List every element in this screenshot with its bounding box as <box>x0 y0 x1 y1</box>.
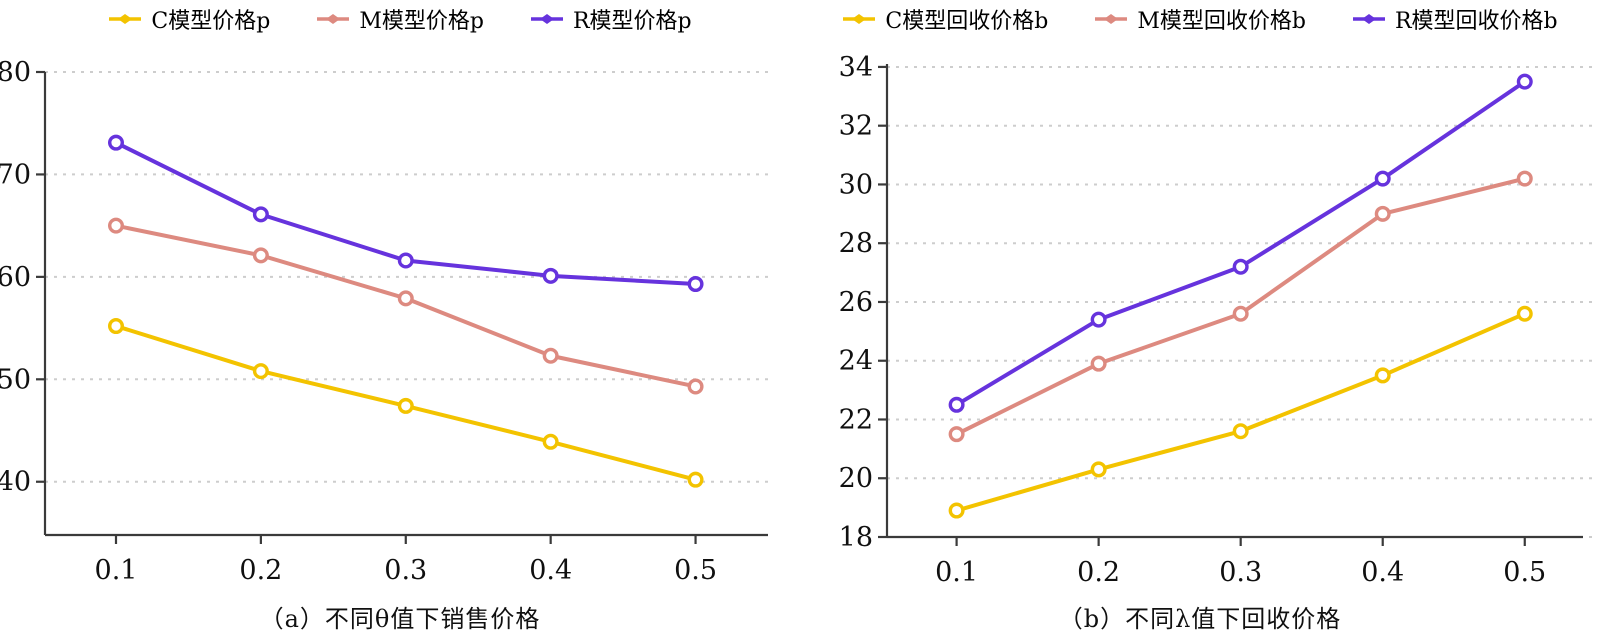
y-tick-label-chart-a: 70 <box>0 159 31 190</box>
y-tick-label-chart-a: 60 <box>0 262 31 293</box>
legend-chart-a: C模型价格p M模型价格p R模型价格p <box>0 3 800 35</box>
x-tick-label-chart-b: 0.1 <box>935 557 978 588</box>
data-point-M模型回收价格b <box>948 426 965 443</box>
legend-label: C模型价格p <box>151 9 271 34</box>
x-tick-label-chart-b: 0.4 <box>1361 557 1404 588</box>
legend-label: R模型回收价格b <box>1394 9 1558 34</box>
data-point-C模型回收价格b <box>1232 423 1249 440</box>
legend-label: R模型价格p <box>572 9 692 34</box>
legend-item: R模型价格p <box>530 3 692 35</box>
legend-item: C模型回收价格b <box>842 3 1048 35</box>
y-tick-label-chart-b: 32 <box>839 111 873 142</box>
data-point-C模型价格p <box>687 471 704 488</box>
legend-marker-icon <box>1095 14 1128 24</box>
data-point-C模型回收价格b <box>1516 305 1533 322</box>
legend-marker-icon <box>843 14 876 24</box>
legend-item: C模型价格p <box>108 3 270 35</box>
data-point-M模型价格p <box>252 247 269 264</box>
data-point-C模型价格p <box>107 318 124 335</box>
y-tick-label-chart-b: 34 <box>839 52 873 83</box>
data-point-C模型价格p <box>542 433 559 450</box>
data-point-C模型回收价格b <box>1090 461 1107 478</box>
caption-chart-b: （b）不同λ值下回收价格 <box>1058 605 1342 633</box>
y-tick-label-chart-a: 80 <box>0 57 31 88</box>
data-point-R模型价格p <box>397 252 414 269</box>
data-point-R模型回收价格b <box>1516 73 1533 90</box>
legend-item: R模型回收价格b <box>1352 3 1558 35</box>
series-line-C模型回收价格b <box>954 311 1527 513</box>
x-tick-label-chart-b: 0.5 <box>1503 557 1546 588</box>
y-tick-label-chart-b: 30 <box>839 169 873 200</box>
legend-item: M模型回收价格b <box>1094 3 1306 35</box>
y-tick-label-chart-a: 40 <box>0 467 31 498</box>
legend-marker-icon <box>1352 14 1385 24</box>
legend-chart-b: C模型回收价格b M模型回收价格b R模型回收价格b <box>800 3 1600 35</box>
x-tick-label-chart-a: 0.1 <box>95 555 138 586</box>
legend-marker-icon <box>530 14 563 24</box>
data-point-R模型价格p <box>252 206 269 223</box>
legend-marker-icon <box>109 14 142 24</box>
x-tick-label-chart-a: 0.4 <box>529 555 572 586</box>
data-point-R模型价格p <box>107 134 124 151</box>
x-tick-label-chart-b: 0.2 <box>1077 557 1120 588</box>
data-point-C模型回收价格b <box>948 502 965 519</box>
data-point-M模型价格p <box>107 217 124 234</box>
x-tick-label-chart-a: 0.2 <box>239 555 282 586</box>
y-tick-label-chart-b: 20 <box>839 463 873 494</box>
data-point-R模型回收价格b <box>1232 258 1249 275</box>
data-point-R模型回收价格b <box>948 396 965 413</box>
data-point-M模型价格p <box>397 290 414 307</box>
legend-marker-icon <box>317 14 350 24</box>
legend-label: C模型回收价格b <box>885 9 1049 34</box>
data-point-R模型价格p <box>687 276 704 293</box>
data-point-M模型回收价格b <box>1090 355 1107 372</box>
data-point-M模型价格p <box>687 378 704 395</box>
y-tick-label-chart-b: 22 <box>839 404 873 435</box>
data-point-R模型回收价格b <box>1090 311 1107 328</box>
data-point-M模型回收价格b <box>1232 305 1249 322</box>
data-point-R模型价格p <box>542 267 559 284</box>
legend-label: M模型价格p <box>359 9 484 34</box>
legend-label: M模型回收价格b <box>1137 9 1306 34</box>
y-tick-label-chart-b: 28 <box>839 228 873 259</box>
y-tick-label-chart-b: 24 <box>839 346 873 377</box>
y-tick-label-chart-b: 26 <box>839 287 873 318</box>
x-tick-label-chart-b: 0.3 <box>1219 557 1262 588</box>
data-point-C模型价格p <box>397 397 414 414</box>
data-point-M模型价格p <box>542 347 559 364</box>
caption-chart-a: （a）不同θ值下销售价格 <box>259 605 541 633</box>
y-tick-label-chart-b: 18 <box>839 522 873 553</box>
data-point-C模型回收价格b <box>1374 367 1391 384</box>
data-point-M模型回收价格b <box>1374 205 1391 222</box>
x-tick-label-chart-a: 0.3 <box>384 555 427 586</box>
legend-item: M模型价格p <box>316 3 484 35</box>
y-tick-label-chart-a: 50 <box>0 364 31 395</box>
x-tick-label-chart-a: 0.5 <box>674 555 717 586</box>
data-point-C模型价格p <box>252 363 269 380</box>
data-point-M模型回收价格b <box>1516 170 1533 187</box>
data-point-R模型回收价格b <box>1374 170 1391 187</box>
